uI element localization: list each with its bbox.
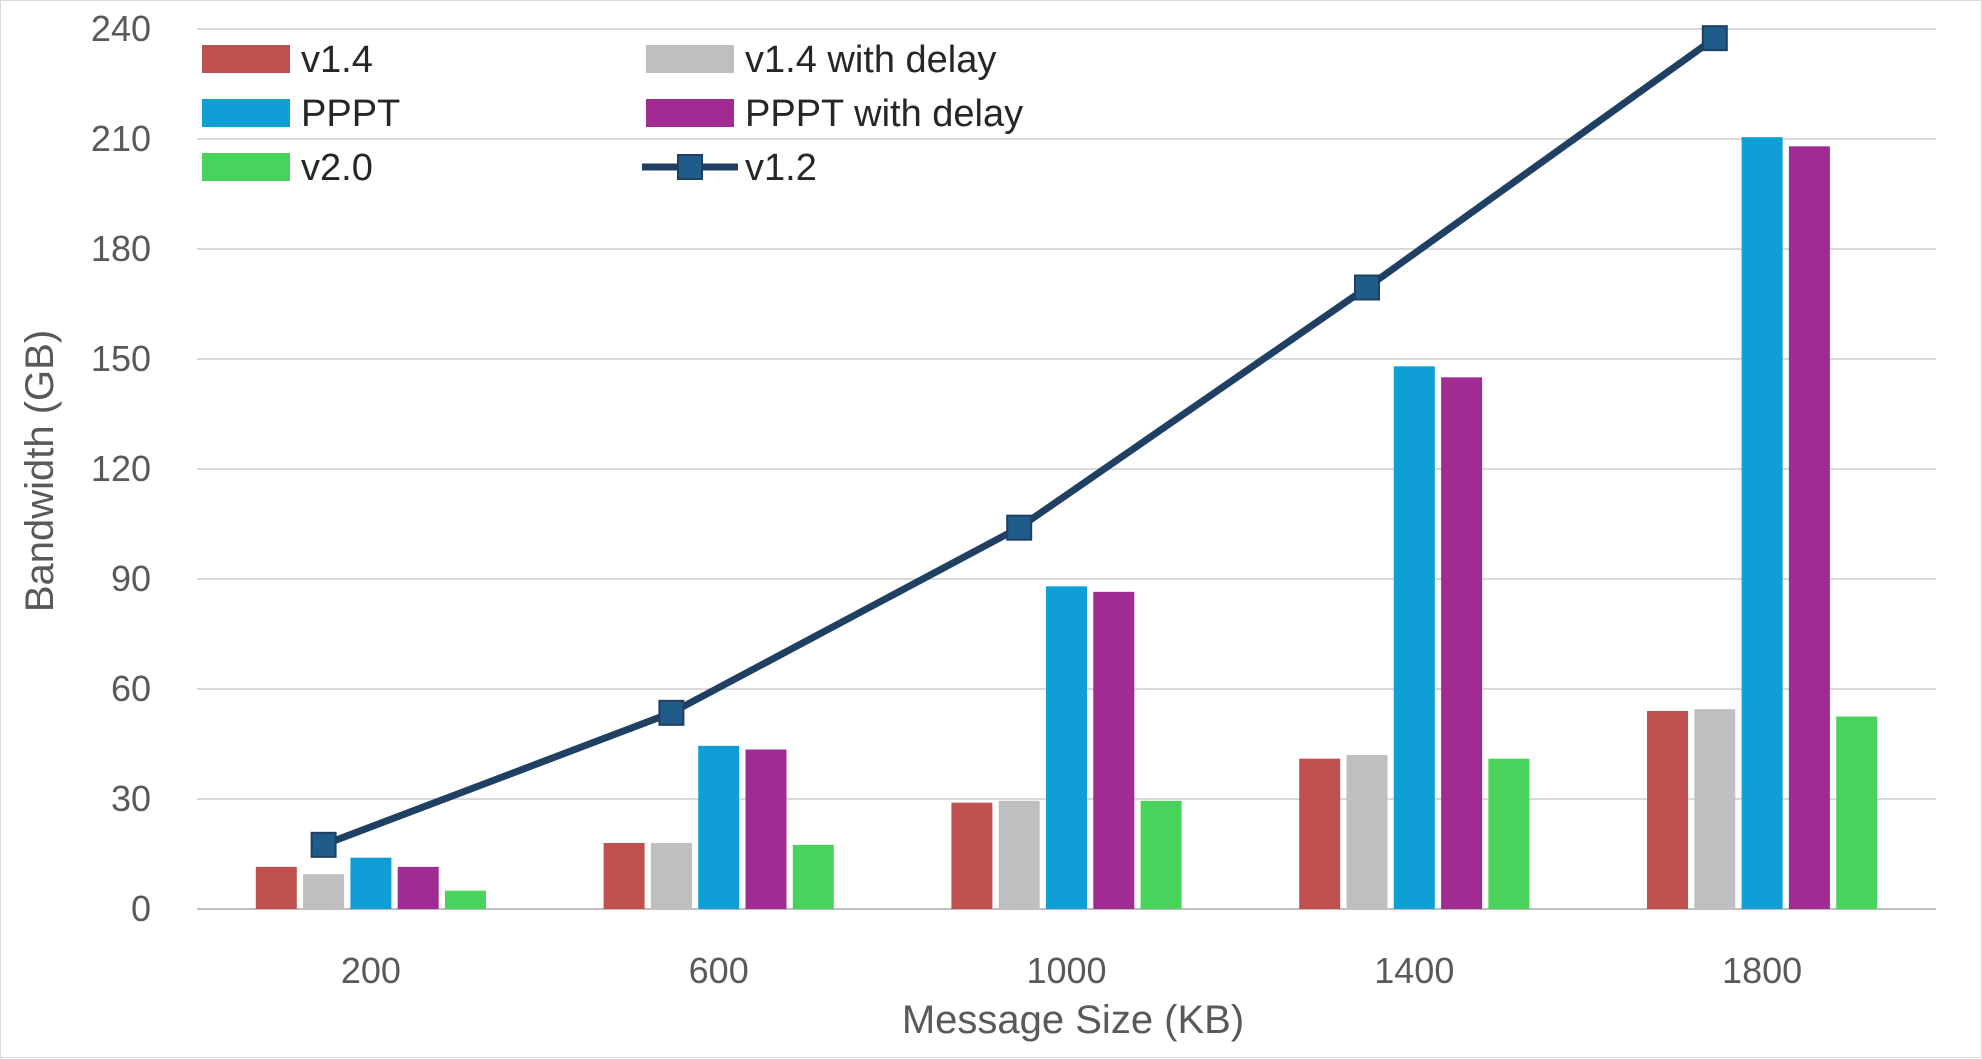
legend-label-pppt: PPPT bbox=[301, 93, 400, 135]
bar-v1-4-with-delay bbox=[998, 800, 1040, 909]
x-tick-label: 1400 bbox=[1374, 950, 1454, 991]
bar-pppt-with-delay bbox=[1093, 591, 1135, 909]
bar-pppt bbox=[1393, 366, 1435, 909]
bar-v1-4 bbox=[603, 843, 645, 909]
legend-label-pppt-with-delay: PPPT with delay bbox=[745, 93, 1023, 135]
bar-v1-4-with-delay bbox=[1694, 709, 1736, 909]
legend-marker-v1-2 bbox=[677, 154, 703, 180]
legend-label-v2-0: v2.0 bbox=[301, 147, 373, 189]
x-tick-label: 1000 bbox=[1026, 950, 1106, 991]
bar-pppt bbox=[698, 745, 740, 909]
legend-label-v1-4: v1.4 bbox=[301, 39, 373, 81]
x-tick-label: 200 bbox=[341, 950, 401, 991]
bar-v1-4-with-delay bbox=[650, 843, 692, 909]
y-axis-ticks: 0 30 60 90 120 150 180 210 240 bbox=[91, 8, 151, 929]
y-tick-label: 120 bbox=[91, 448, 151, 489]
marker-v1-2 bbox=[1006, 514, 1033, 541]
legend-swatch-pppt bbox=[202, 99, 290, 127]
y-axis-title: Bandwidth (GB) bbox=[18, 330, 62, 612]
y-tick-label: 150 bbox=[91, 338, 151, 379]
y-tick-label: 180 bbox=[91, 228, 151, 269]
legend-swatch-v2-0 bbox=[202, 153, 290, 181]
bar-v2-0 bbox=[1488, 758, 1530, 909]
marker-v1-2 bbox=[1701, 25, 1728, 52]
legend-swatch-v1-4-with-delay bbox=[646, 45, 734, 73]
bar-pppt bbox=[1046, 586, 1087, 909]
bar-v1-4 bbox=[1299, 758, 1341, 909]
bar-v2-0 bbox=[792, 844, 834, 909]
bar-v2-0 bbox=[1836, 716, 1878, 909]
line-v1-2 bbox=[322, 35, 1717, 849]
legend-swatch-pppt-with-delay bbox=[646, 99, 734, 127]
y-tick-label: 60 bbox=[111, 668, 151, 709]
bar-v1-4-with-delay bbox=[303, 874, 345, 909]
gridlines bbox=[197, 28, 1936, 910]
bar-pppt-with-delay bbox=[397, 866, 439, 909]
bar-v2-0 bbox=[1140, 800, 1182, 909]
bar-v1-4 bbox=[1647, 711, 1688, 909]
bar-pppt bbox=[350, 857, 392, 909]
x-tick-label: 1800 bbox=[1722, 950, 1802, 991]
bar-pppt bbox=[1741, 137, 1783, 909]
legend: v1.4 v1.4 with delay PPPT PPPT with delay v2… bbox=[202, 39, 1023, 189]
marker-v1-2 bbox=[310, 831, 337, 858]
legend-label-v1-2: v1.2 bbox=[745, 147, 817, 189]
y-tick-label: 210 bbox=[91, 118, 151, 159]
x-axis-ticks: 200 600 1000 1400 1800 bbox=[341, 950, 1802, 991]
y-tick-label: 240 bbox=[91, 8, 151, 49]
bar-v1-4 bbox=[951, 802, 993, 909]
legend-swatch-v1-4 bbox=[202, 45, 290, 73]
bar-pppt-with-delay bbox=[745, 749, 787, 909]
line-series bbox=[322, 35, 1717, 849]
bar-pppt-with-delay bbox=[1788, 146, 1830, 910]
bar-pppt-with-delay bbox=[1441, 377, 1483, 909]
x-axis-title: Message Size (KB) bbox=[902, 998, 1244, 1042]
y-tick-label: 90 bbox=[111, 558, 151, 599]
marker-v1-2 bbox=[1354, 274, 1380, 301]
bars bbox=[255, 137, 1878, 910]
bar-v1-4-with-delay bbox=[1346, 755, 1388, 909]
legend-label-v1-4-with-delay: v1.4 with delay bbox=[745, 39, 996, 81]
marker-v1-2 bbox=[658, 699, 685, 726]
y-tick-label: 0 bbox=[131, 888, 151, 929]
bar-v2-0 bbox=[445, 890, 486, 909]
x-tick-label: 600 bbox=[689, 950, 749, 991]
y-tick-label: 30 bbox=[111, 778, 151, 819]
line-markers bbox=[310, 25, 1728, 858]
bar-v1-4 bbox=[255, 866, 297, 909]
